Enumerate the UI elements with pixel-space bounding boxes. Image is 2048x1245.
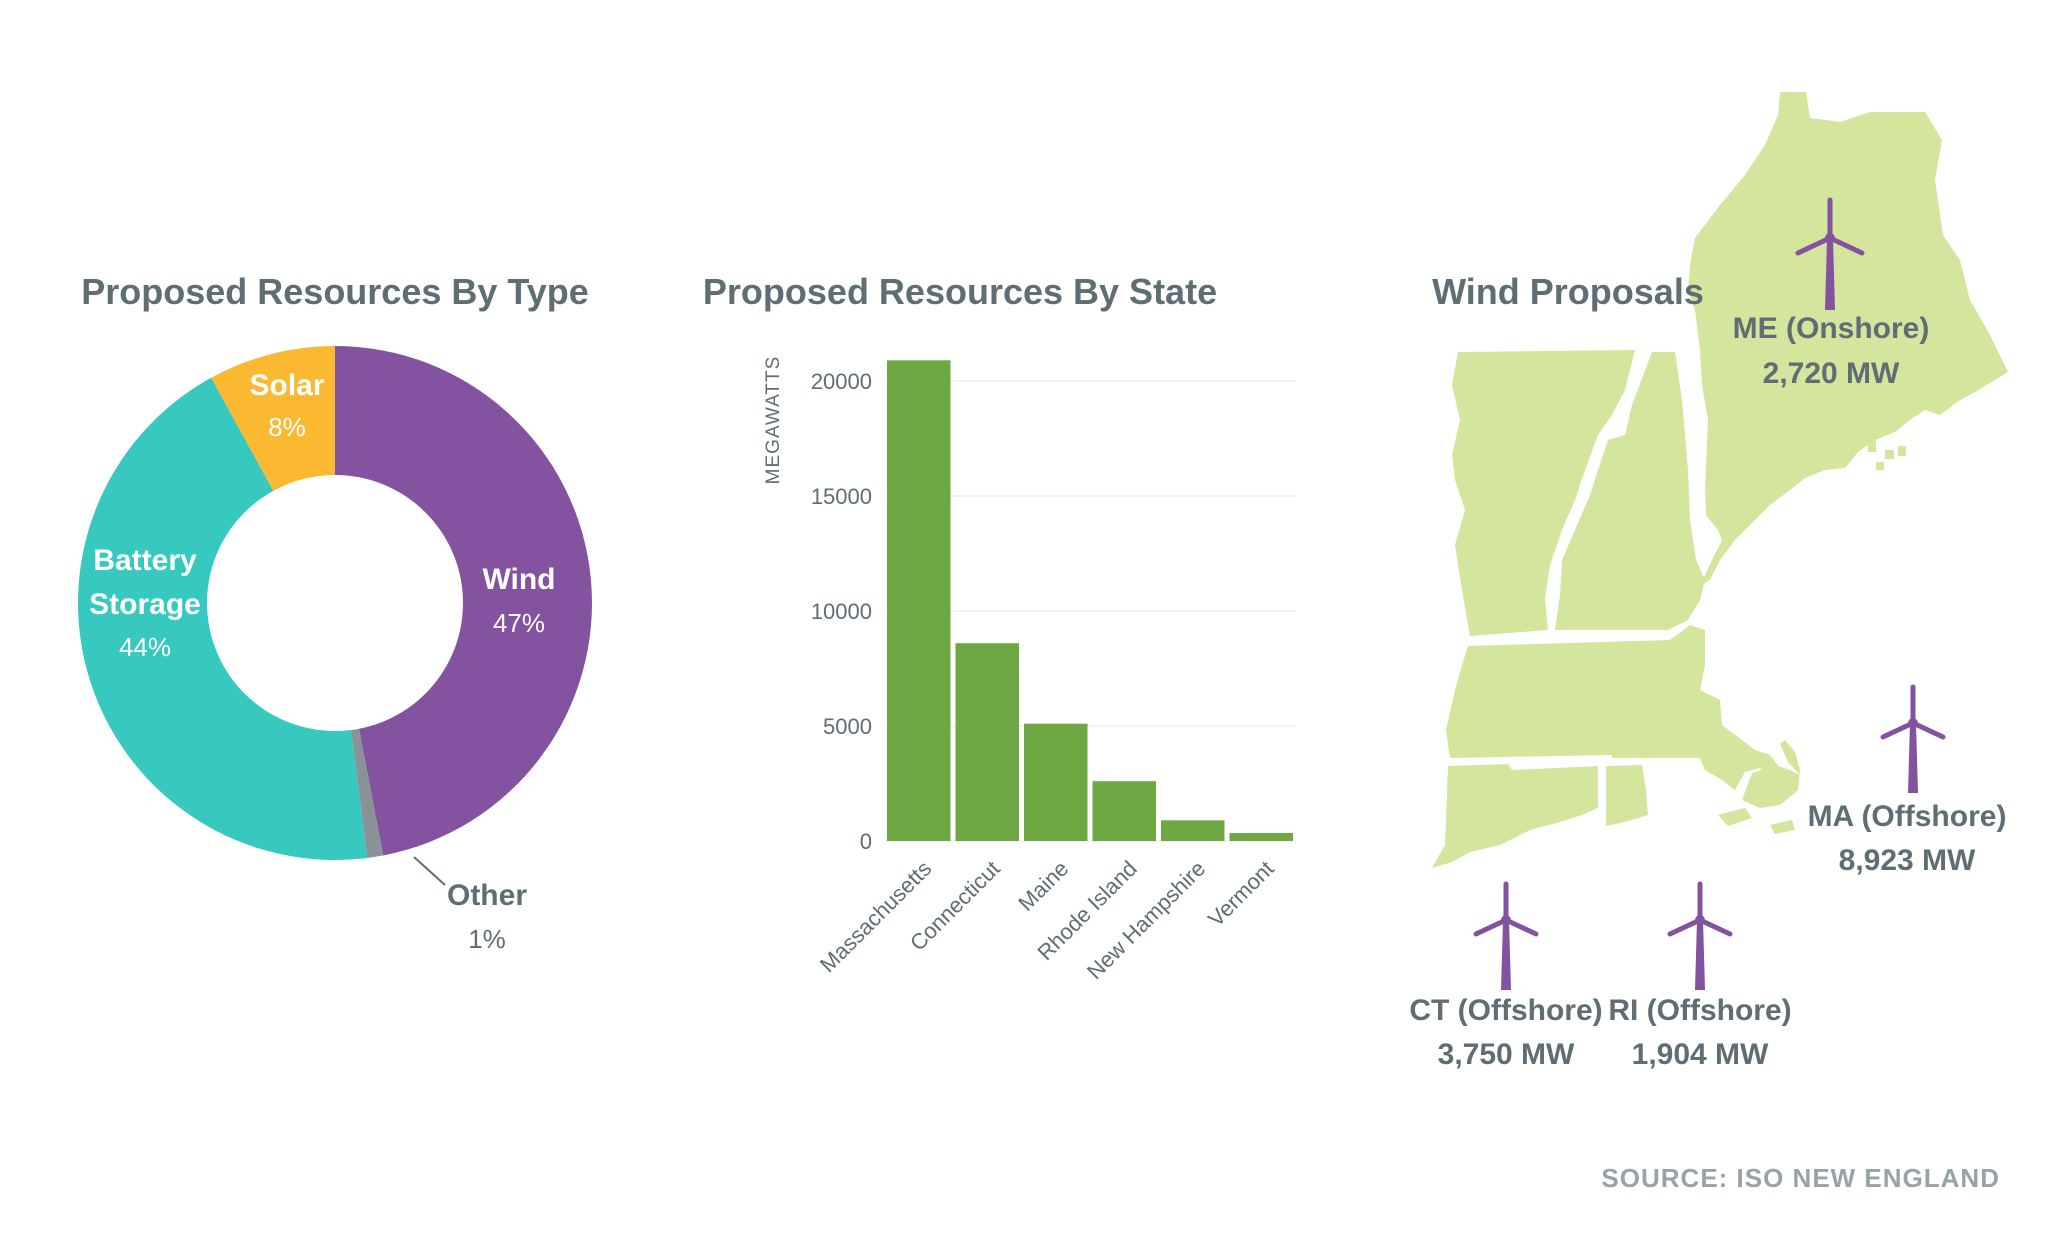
donut-label-battery-line2: Storage (89, 588, 201, 621)
donut-chart: Proposed Resources By Type Wind 47% Sola… (78, 271, 592, 954)
y-tick-label: 5000 (823, 714, 872, 739)
wind-turbine-icon (1667, 881, 1733, 990)
donut-slices (78, 346, 592, 860)
donut-pct-battery: 44% (119, 632, 171, 662)
maine-island (1876, 462, 1884, 470)
wind-map: Wind Proposals (1409, 92, 2008, 1071)
bar-vermont (1229, 832, 1293, 841)
wind-proposal-value-ct: 3,750 MW (1438, 1038, 1575, 1071)
wind-proposal-value-ri: 1,904 MW (1632, 1038, 1769, 1071)
donut-pct-wind: 47% (493, 608, 545, 638)
wind-proposal-name-ri: RI (Offshore) (1608, 994, 1791, 1027)
y-tick-label: 15000 (811, 484, 872, 509)
donut-title: Proposed Resources By Type (81, 271, 589, 312)
y-tick-label: 0 (860, 829, 872, 854)
marthas-vineyard-shape (1718, 808, 1752, 826)
vermont-shape (1452, 350, 1635, 636)
source-note: SOURCE: ISO NEW ENGLAND (1601, 1163, 2000, 1193)
wind-proposal-value-me: 2,720 MW (1763, 357, 1900, 390)
wind-proposal-value-ma: 8,923 MW (1839, 844, 1976, 877)
bar-gridlines (885, 380, 1296, 842)
bar-massachusetts (887, 360, 951, 841)
y-tick-label: 20000 (811, 369, 872, 394)
y-tick-label: 10000 (811, 599, 872, 624)
donut-label-solar: Solar (249, 369, 324, 402)
donut-slice-battery-storage (78, 377, 368, 860)
x-tick-label: Vermont (1203, 856, 1279, 932)
donut-slice-wind (335, 346, 592, 856)
x-tick-label: New Hampshire (1082, 856, 1210, 984)
x-tick-label: Maine (1013, 856, 1073, 916)
bar-maine (1024, 723, 1088, 841)
maine-island (1898, 446, 1906, 456)
maine-island (1885, 450, 1894, 459)
rhode-island-shape (1606, 765, 1648, 826)
donut-slice-solar (211, 346, 335, 491)
wind-turbine-icon (1880, 684, 1946, 793)
wind-proposal-name-me: ME (Onshore) (1733, 312, 1930, 345)
wind-proposal-name-ma: MA (Offshore) (1808, 800, 2007, 833)
bar-title: Proposed Resources By State (703, 271, 1217, 312)
donut-label-battery-line1: Battery (93, 544, 197, 577)
wind-turbine-icon (1795, 197, 1865, 310)
massachusetts-shape (1446, 625, 1780, 800)
bar-chart: Proposed Resources By State MEGAWATTS 0 5… (703, 271, 1296, 984)
new-hampshire-shape (1555, 352, 1705, 630)
maine-shape (1688, 92, 2008, 586)
nantucket-shape (1770, 820, 1795, 834)
bar-bars (887, 360, 1293, 841)
x-tick-label: Massachusetts (815, 856, 936, 977)
wind-proposal-name-ct: CT (Offshore) (1409, 994, 1602, 1027)
donut-label-wind: Wind (482, 563, 555, 596)
new-england-map (1432, 92, 2008, 868)
bar-connecticut (955, 643, 1019, 841)
maine-island (1852, 428, 1862, 438)
connecticut-shape (1432, 764, 1598, 868)
bar-y-axis-label: MEGAWATTS (763, 356, 784, 485)
other-leader-line (413, 856, 446, 886)
donut-slice-other (351, 728, 384, 858)
wind-turbine-icon (1473, 881, 1539, 990)
donut-pct-solar: 8% (268, 412, 306, 442)
bar-rhode-island (1092, 781, 1156, 841)
bar-y-ticks: 0 5000 10000 15000 20000 (811, 369, 872, 854)
maine-island (1868, 440, 1876, 452)
donut-pct-other: 1% (468, 924, 506, 954)
wind-title: Wind Proposals (1432, 271, 1704, 312)
cape-cod-shape (1742, 740, 1800, 808)
bar-new-hampshire (1161, 820, 1225, 841)
donut-label-other: Other (447, 879, 527, 912)
